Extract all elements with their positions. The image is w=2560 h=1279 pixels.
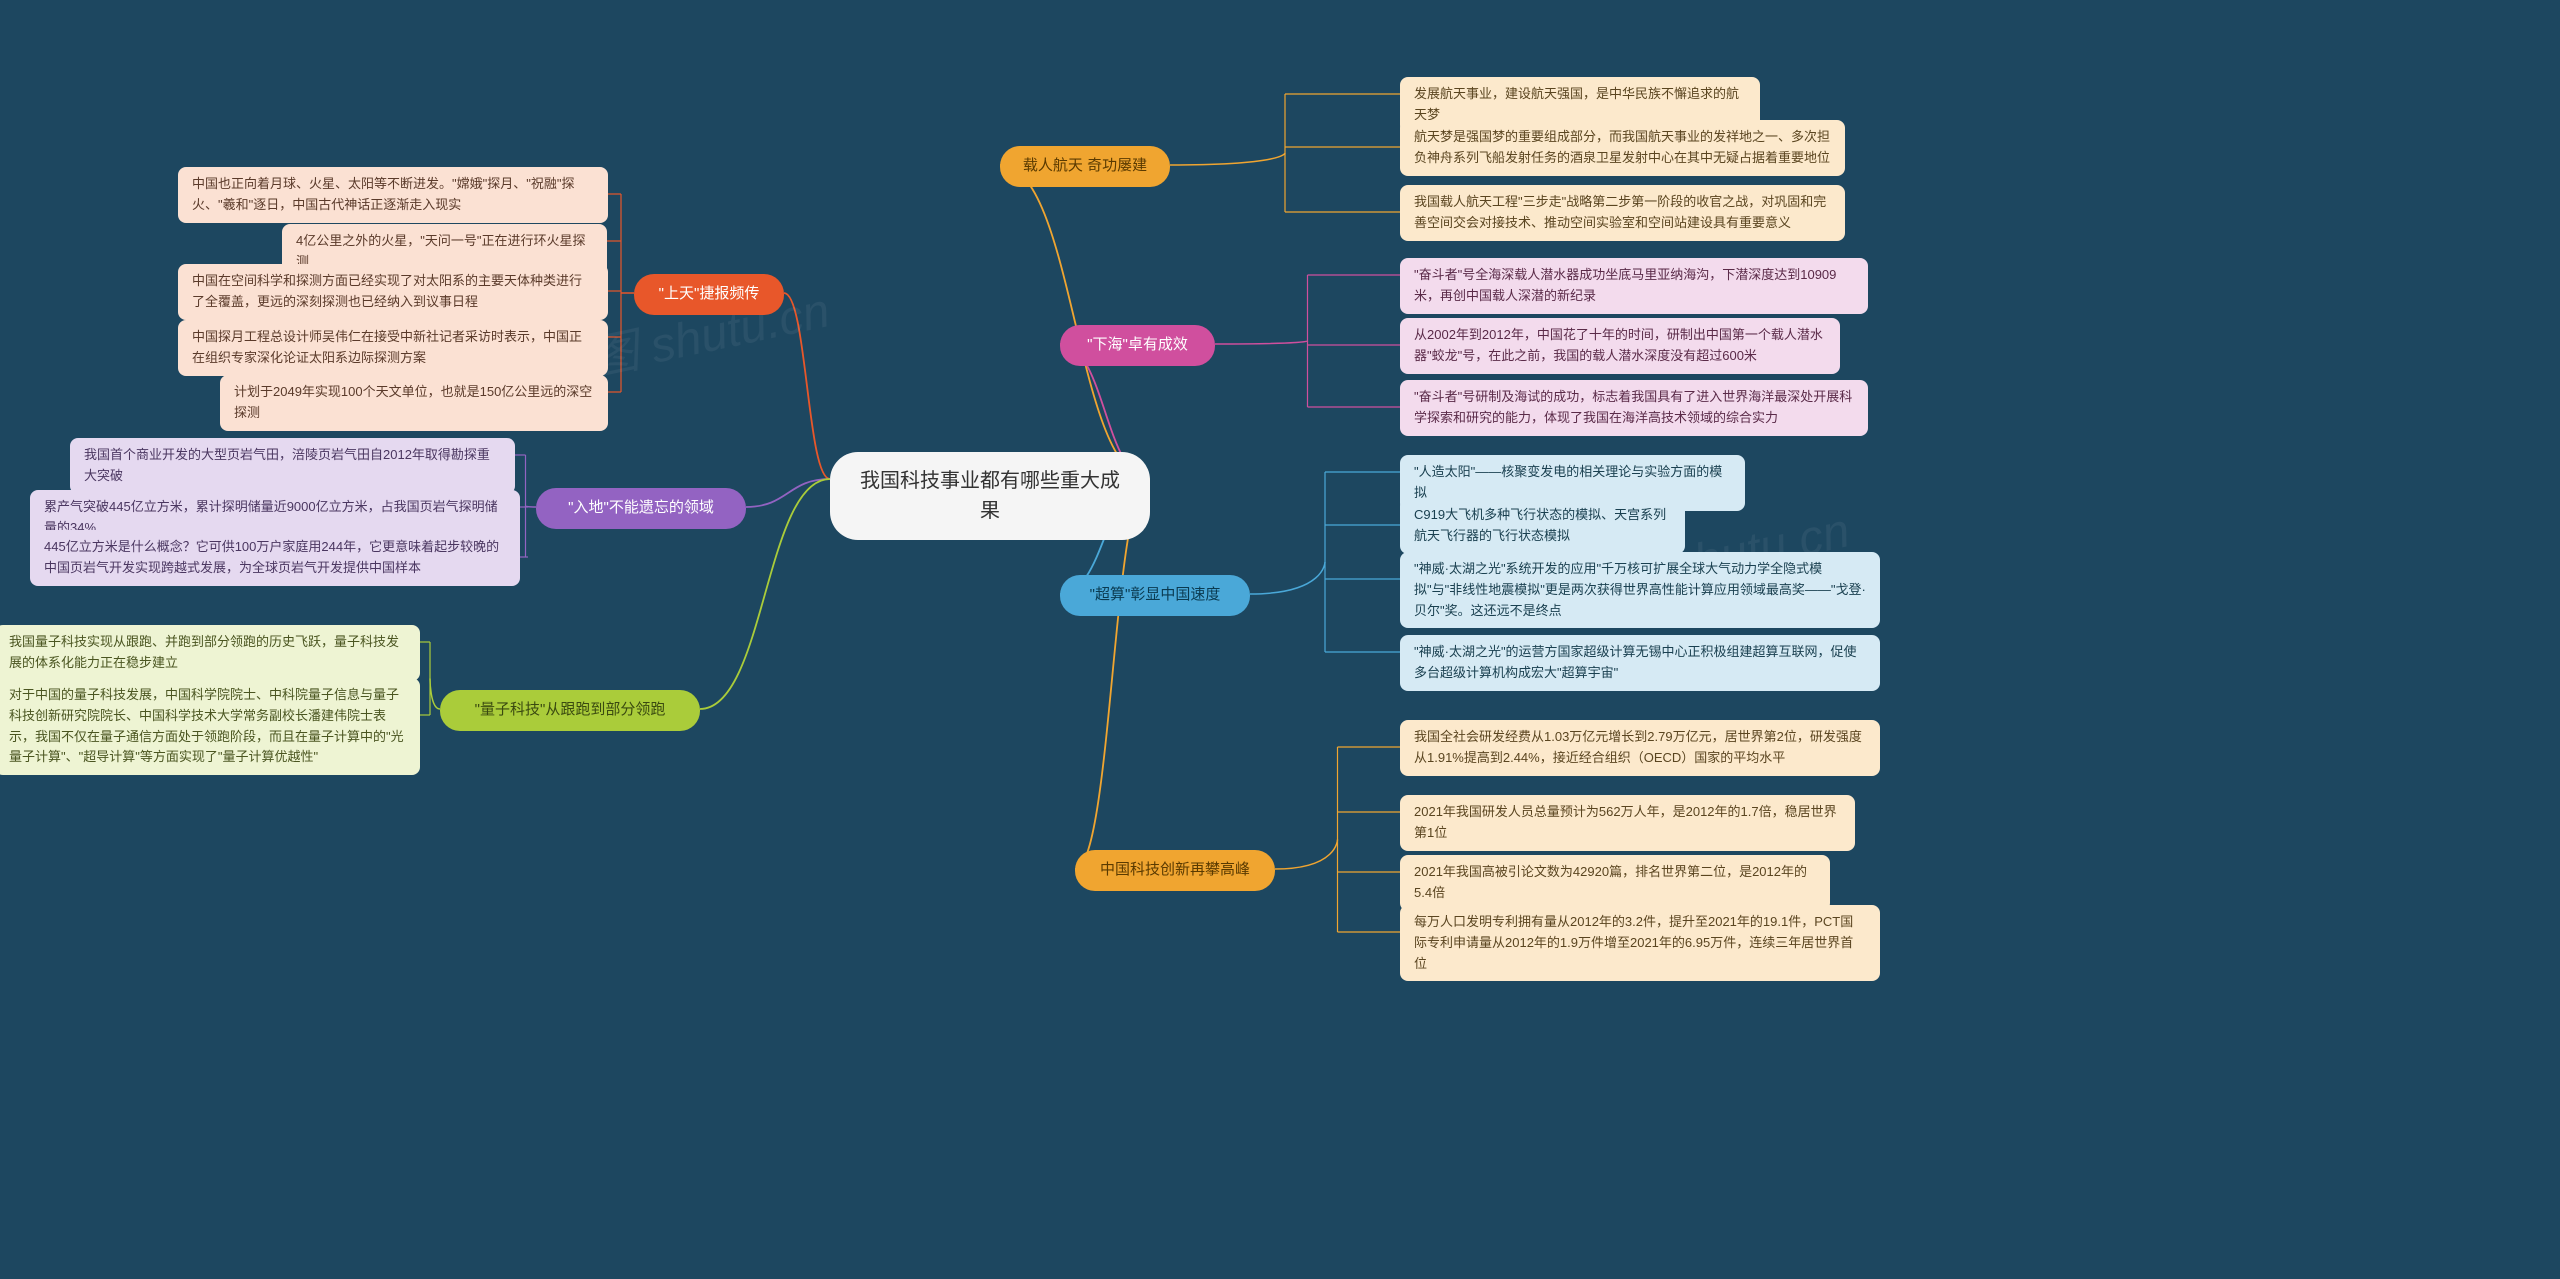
branch-node: "量子科技"从跟跑到部分领跑 [440, 690, 700, 731]
leaf-node: 我国量子科技实现从跟跑、并跑到部分领跑的历史飞跃，量子科技发展的体系化能力正在稳… [0, 625, 420, 681]
leaf-node: 计划于2049年实现100个天文单位，也就是150亿公里远的深空探测 [220, 375, 608, 431]
branch-node: 中国科技创新再攀高峰 [1075, 850, 1275, 891]
branch-node: "超算"彰显中国速度 [1060, 575, 1250, 616]
leaf-node: 我国全社会研发经费从1.03万亿元增长到2.79万亿元，居世界第2位，研发强度从… [1400, 720, 1880, 776]
center-node: 我国科技事业都有哪些重大成果 [830, 452, 1150, 540]
leaf-node: "神威·太湖之光"的运营方国家超级计算无锡中心正积极组建超算互联网，促使多台超级… [1400, 635, 1880, 691]
leaf-node: 每万人口发明专利拥有量从2012年的3.2件，提升至2021年的19.1件，PC… [1400, 905, 1880, 981]
leaf-node: 我国首个商业开发的大型页岩气田，涪陵页岩气田自2012年取得勘探重大突破 [70, 438, 515, 494]
leaf-node: 445亿立方米是什么概念？它可供100万户家庭用244年，它更意味着起步较晚的中… [30, 530, 520, 586]
leaf-node: "奋斗者"号研制及海试的成功，标志着我国具有了进入世界海洋最深处开展科学探索和研… [1400, 380, 1868, 436]
leaf-node: 2021年我国高被引论文数为42920篇，排名世界第二位，是2012年的5.4倍 [1400, 855, 1830, 911]
leaf-node: 从2002年到2012年，中国花了十年的时间，研制出中国第一个载人潜水器"蛟龙"… [1400, 318, 1840, 374]
branch-node: "下海"卓有成效 [1060, 325, 1215, 366]
branch-node: 载人航天 奇功屡建 [1000, 146, 1170, 187]
leaf-node: "神威·太湖之光"系统开发的应用"千万核可扩展全球大气动力学全隐式模拟"与"非线… [1400, 552, 1880, 628]
leaf-node: 对于中国的量子科技发展，中国科学院院士、中科院量子信息与量子科技创新研究院院长、… [0, 678, 420, 775]
leaf-node: 2021年我国研发人员总量预计为562万人年，是2012年的1.7倍，稳居世界第… [1400, 795, 1855, 851]
branch-node: "上天"捷报频传 [634, 274, 784, 315]
leaf-node: 我国载人航天工程"三步走"战略第二步第一阶段的收官之战，对巩固和完善空间交会对接… [1400, 185, 1845, 241]
branch-node: "入地"不能遗忘的领域 [536, 488, 746, 529]
leaf-node: 中国在空间科学和探测方面已经实现了对太阳系的主要天体种类进行了全覆盖，更远的深刻… [178, 264, 608, 320]
leaf-node: 中国探月工程总设计师吴伟仁在接受中新社记者采访时表示，中国正在组织专家深化论证太… [178, 320, 608, 376]
leaf-node: "奋斗者"号全海深载人潜水器成功坐底马里亚纳海沟，下潜深度达到10909米，再创… [1400, 258, 1868, 314]
leaf-node: 中国也正向着月球、火星、太阳等不断进发。"嫦娥"探月、"祝融"探火、"羲和"逐日… [178, 167, 608, 223]
leaf-node: 航天梦是强国梦的重要组成部分，而我国航天事业的发祥地之一、多次担负神舟系列飞船发… [1400, 120, 1845, 176]
leaf-node: C919大飞机多种飞行状态的模拟、天宫系列 航天飞行器的飞行状态模拟 [1400, 498, 1685, 554]
